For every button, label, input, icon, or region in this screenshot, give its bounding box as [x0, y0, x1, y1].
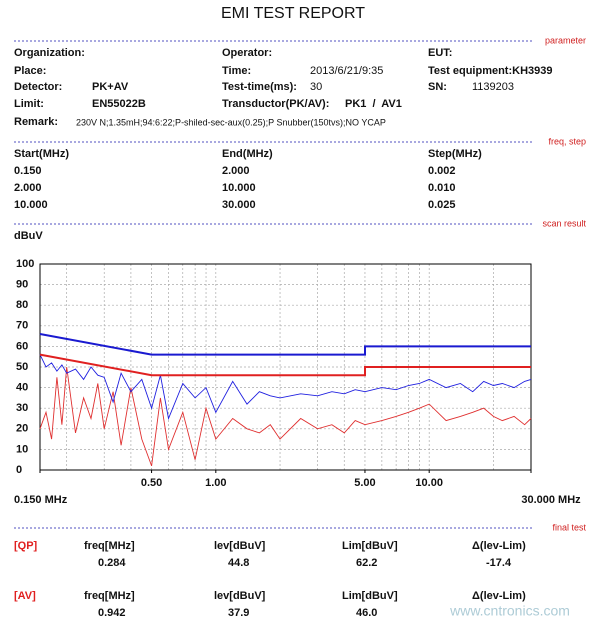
field-label: Limit: [14, 98, 44, 110]
field-label: Test equipment:KH3939 [428, 65, 553, 77]
table-cell: 10.000 [222, 182, 256, 194]
y-tick-label: 30 [16, 402, 28, 414]
column-value: -17.4 [486, 557, 512, 569]
section-label: freq, step [548, 136, 586, 146]
table-cell: 0.010 [428, 182, 456, 194]
y-tick-label: 80 [16, 299, 28, 311]
y-tick-label: 50 [16, 361, 28, 373]
x-tick-label: 5.00 [354, 477, 375, 489]
field-label: Place: [14, 65, 46, 77]
field-value: 1139203 [472, 81, 514, 93]
y-tick-label: 90 [16, 279, 28, 291]
column-label: Δ(lev-Lim) [472, 540, 526, 552]
y-tick-label: 70 [16, 320, 28, 332]
y-tick-label: 20 [16, 423, 28, 435]
column-value: 62.2 [356, 557, 377, 569]
field-label: Operator: [222, 47, 272, 59]
field-value: EN55022B [92, 98, 146, 110]
table-cell: 2.000 [222, 165, 250, 177]
field-label: SN: [428, 81, 447, 93]
x-tick-label: 30.000 MHz [521, 494, 581, 506]
table-cell: 30.000 [222, 199, 256, 211]
series-line [39, 354, 532, 421]
series-line [39, 353, 531, 377]
column-value: 37.9 [228, 607, 249, 619]
series-line [39, 333, 531, 356]
column-value: 44.8 [228, 557, 249, 569]
field-value: PK1 / AV1 [345, 98, 402, 110]
field-label: Test-time(ms): [222, 81, 297, 93]
column-label: lev[dBuV] [214, 540, 266, 552]
freq-table: Start(MHz) End(MHz) Step(MHz) 0.150 2.000 0.0… [14, 148, 482, 211]
table-cell: 0.150 [14, 165, 42, 177]
field-value: 230V N;1.35mH;94:6:22;P-shiled-sec-aux(0… [76, 117, 386, 127]
table-header: Start(MHz) [14, 148, 69, 160]
column-label: freq[MHz] [84, 590, 135, 602]
column-label: freq[MHz] [84, 540, 135, 552]
column-label: lev[dBuV] [214, 590, 266, 602]
x-tick-label: 0.150 MHz [14, 494, 68, 506]
section-label: parameter [545, 35, 586, 45]
series-line [39, 366, 532, 467]
field-label: Time: [222, 65, 251, 77]
final-test: [QP] freq[MHz] 0.284 lev[dBuV] 44.8 Lim[dBuV]… [14, 540, 526, 619]
section-label: scan result [542, 218, 586, 228]
plot: 0 10 20 30 40 50 60 70 80 90 100 0.150 MHz 0.50 1.00 5… [14, 258, 581, 506]
title: EMI TEST REPORT [221, 5, 365, 22]
table-header: End(MHz) [222, 148, 273, 160]
field-label: Transductor(PK/AV): [222, 98, 329, 110]
row-tag: [AV] [14, 590, 36, 602]
column-label: Lim[dBuV] [342, 590, 398, 602]
field-value: 30 [310, 81, 322, 93]
watermark: www.cntronics.com [449, 603, 570, 619]
column-value: 46.0 [356, 607, 377, 619]
field-label: Detector: [14, 81, 62, 93]
column-value: 0.942 [98, 607, 126, 619]
table-cell: 10.000 [14, 199, 48, 211]
section-label: final test [552, 522, 586, 532]
x-tick-label: 10.00 [415, 477, 443, 489]
column-label: Δ(lev-Lim) [472, 590, 526, 602]
table-cell: 0.002 [428, 165, 456, 177]
table-cell: 2.000 [14, 182, 42, 194]
y-tick-label: 0 [16, 464, 22, 476]
field-label: EUT: [428, 47, 452, 59]
field-label: Organization: [14, 47, 85, 59]
x-tick-label: 1.00 [205, 477, 226, 489]
table-cell: 0.025 [428, 199, 456, 211]
row-tag: [QP] [14, 540, 38, 552]
y-tick-label: 100 [16, 258, 34, 270]
table-header: Step(MHz) [428, 148, 482, 160]
field-label: Remark: [14, 116, 58, 128]
y-axis-label: dBuV [14, 230, 43, 242]
field-value: PK+AV [92, 81, 129, 93]
column-value: 0.284 [98, 557, 126, 569]
x-tick-label: 0.50 [141, 477, 162, 489]
column-label: Lim[dBuV] [342, 540, 398, 552]
y-tick-label: 40 [16, 382, 28, 394]
y-tick-label: 60 [16, 340, 28, 352]
y-tick-label: 10 [16, 443, 28, 455]
field-value: 2013/6/21/9:35 [310, 65, 383, 77]
